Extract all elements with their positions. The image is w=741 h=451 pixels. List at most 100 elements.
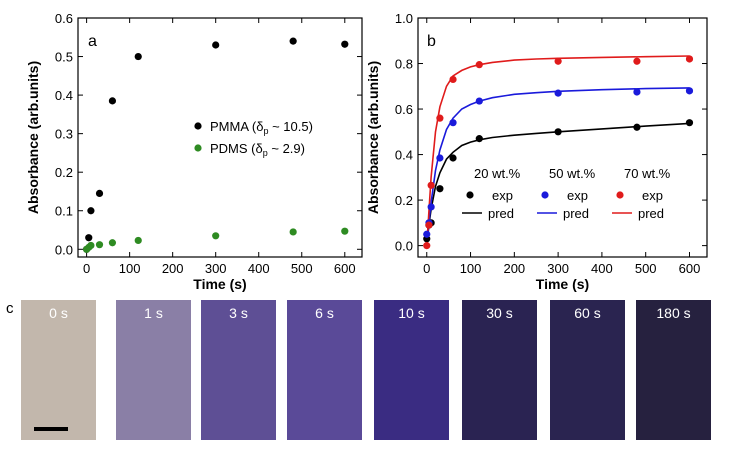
data-point — [685, 119, 694, 127]
legend-marker — [616, 191, 624, 199]
photo-tile: 10 s — [374, 300, 449, 440]
panel-letter-b: b — [427, 33, 436, 50]
legend-marker — [466, 191, 474, 199]
x-tick-label: 300 — [547, 261, 569, 276]
photo-tile: 6 s — [287, 300, 362, 440]
photo-tile: 30 s — [462, 300, 537, 440]
data-point — [95, 241, 104, 249]
y-tick-label: 1.0 — [395, 11, 413, 26]
y-tick-label: 0.6 — [395, 102, 413, 117]
legend-exp-label: exp — [492, 188, 513, 203]
data-point — [685, 55, 694, 63]
legend-title: 70 wt.% — [624, 166, 671, 181]
panel-a: 0 100 200 300 400 500 600 0.0 0.1 0.2 0.3 0.4 0.5 0.6… — [25, 11, 363, 292]
photo-tile: 60 s — [550, 300, 625, 440]
data-point — [289, 37, 297, 45]
data-point — [449, 75, 457, 84]
y-tick-label: 0.6 — [55, 11, 73, 26]
y-tick-label: 0.4 — [395, 148, 413, 163]
x-axis-label: Time (s) — [536, 276, 589, 292]
data-point — [633, 57, 641, 65]
photo-tile-label: 3 s — [229, 305, 248, 321]
data-point — [436, 114, 444, 122]
legend-label: PDMS (δp ~ 2.9) — [210, 141, 305, 158]
y-tick-label: 0.4 — [55, 88, 73, 103]
photo-tile: 0 s — [21, 300, 96, 440]
data-point — [212, 232, 220, 240]
x-tick-label: 300 — [205, 261, 227, 276]
data-point — [633, 123, 641, 131]
x-tick-label: 600 — [679, 261, 701, 276]
data-point — [108, 97, 117, 105]
legend-title: 50 wt.% — [549, 166, 596, 181]
scale-bar — [34, 427, 68, 431]
photo-tile: 180 s — [636, 300, 711, 440]
panel-letter-c: c — [6, 300, 14, 317]
legend-marker — [194, 144, 202, 152]
data-point — [289, 228, 297, 236]
data-point — [449, 119, 457, 127]
legend-label: PMMA (δp ~ 10.5) — [210, 119, 313, 136]
data-point — [95, 189, 104, 197]
data-point — [436, 185, 444, 193]
legend-exp-label: exp — [642, 188, 663, 203]
x-tick-label: 0 — [423, 261, 430, 276]
x-tick-label: 400 — [591, 261, 613, 276]
data-point — [341, 40, 349, 48]
data-point — [427, 203, 435, 211]
y-axis-label: Absorbance (arb.units) — [365, 61, 381, 214]
data-point — [87, 207, 95, 215]
y-tick-label: 0.5 — [55, 50, 73, 65]
photo-tile-label: 10 s — [398, 305, 425, 321]
photo-tile: 1 s — [116, 300, 191, 440]
pred-curve — [426, 87, 690, 246]
y-tick-label: 0.8 — [395, 57, 413, 72]
data-point — [449, 154, 457, 162]
x-tick-label: 400 — [248, 261, 270, 276]
y-tick-label: 0.1 — [55, 204, 73, 219]
data-point — [475, 97, 483, 105]
x-tick-label: 100 — [460, 261, 482, 276]
legend-marker — [194, 122, 202, 130]
x-tick-label: 200 — [162, 261, 184, 276]
data-point — [425, 221, 433, 229]
x-tick-label: 200 — [503, 261, 525, 276]
data-point — [427, 181, 435, 189]
data-point — [87, 241, 95, 250]
legend-marker — [541, 191, 549, 199]
legend-title: 20 wt.% — [474, 166, 521, 181]
x-tick-label: 500 — [635, 261, 657, 276]
data-point — [554, 128, 562, 136]
y-tick-label: 0.2 — [395, 193, 413, 208]
data-point — [554, 89, 562, 97]
data-point — [85, 234, 93, 242]
y-tick-label: 0.0 — [395, 239, 413, 254]
x-tick-label: 600 — [334, 261, 356, 276]
data-point — [554, 57, 562, 65]
panel-b: 0 100 200 300 400 500 600 0.0 0.2 0.4 0.6 0.8 1.0 Tim… — [365, 11, 708, 292]
panel-letter-a: a — [88, 33, 97, 50]
x-tick-label: 0 — [83, 261, 90, 276]
legend-pred-label: pred — [638, 206, 664, 221]
photo-tile-label: 6 s — [315, 305, 334, 321]
y-axis-label: Absorbance (arb.units) — [25, 61, 41, 214]
y-tick-label: 0.2 — [55, 165, 73, 180]
data-point — [134, 236, 142, 245]
photo-tile-label: 180 s — [656, 305, 691, 321]
data-point — [423, 230, 431, 238]
y-tick-label: 0.3 — [55, 127, 73, 142]
data-point — [212, 41, 220, 49]
data-point — [436, 154, 444, 162]
legend-pred-label: pred — [488, 206, 514, 221]
photo-tile: 3 s — [201, 300, 276, 440]
data-point — [341, 227, 349, 235]
data-point — [475, 135, 483, 143]
x-tick-label: 500 — [291, 261, 313, 276]
photo-tile-label: 30 s — [486, 305, 513, 321]
data-point — [108, 239, 117, 247]
data-point — [685, 87, 694, 95]
photo-tile-label: 60 s — [574, 305, 601, 321]
pred-curve — [426, 122, 690, 246]
y-tick-label: 0.0 — [55, 242, 73, 257]
